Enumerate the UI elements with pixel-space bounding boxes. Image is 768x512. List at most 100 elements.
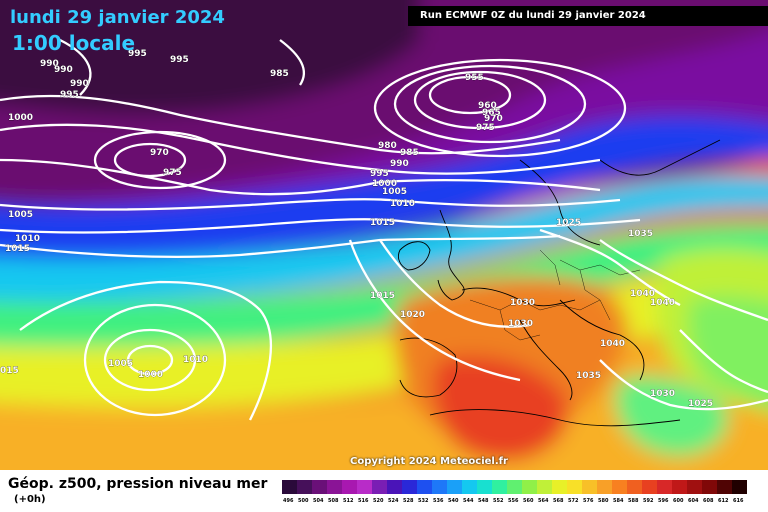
isobars [0, 38, 768, 421]
isobar-label: 1010 [15, 234, 40, 244]
legend-swatch [327, 480, 342, 494]
legend-value: 516 [358, 498, 369, 504]
legend-swatch [372, 480, 387, 494]
map-date: lundi 29 janvier 2024 [10, 7, 225, 28]
legend-swatch [672, 480, 687, 494]
isobar-label: 990 [390, 159, 409, 169]
legend-value: 496 [283, 498, 294, 504]
isobar-label: 1040 [650, 298, 675, 308]
legend-value: 584 [613, 498, 624, 504]
isobar-label: 1005 [8, 210, 33, 220]
isobar-label: 990 [40, 59, 59, 69]
isobar-label: 995 [170, 55, 189, 65]
map-title: Géop. z500, pression niveau mer [8, 476, 268, 492]
legend-swatch [417, 480, 432, 494]
legend-value: 548 [478, 498, 489, 504]
legend-swatch [522, 480, 537, 494]
legend-value: 576 [583, 498, 594, 504]
isobar-label: 1020 [400, 310, 425, 320]
isobar-label: 1035 [628, 229, 653, 239]
legend-value: 588 [628, 498, 639, 504]
legend-swatch [462, 480, 477, 494]
isobar-label: 1005 [108, 359, 133, 369]
legend-value: 528 [403, 498, 414, 504]
legend-swatch [357, 480, 372, 494]
legend-value: 540 [448, 498, 459, 504]
isobar-label: 990 [70, 79, 89, 89]
isobar-label: 1030 [650, 389, 675, 399]
isobar-label: 1000 [138, 370, 163, 380]
isobar-label: 960 [478, 101, 497, 111]
legend-value: 536 [433, 498, 444, 504]
legend-swatch [687, 480, 702, 494]
legend-value: 600 [673, 498, 684, 504]
legend-value: 560 [523, 498, 534, 504]
legend-swatch [552, 480, 567, 494]
legend-value: 580 [598, 498, 609, 504]
legend-swatch [732, 480, 747, 494]
legend-swatch [642, 480, 657, 494]
isobar-label: 1025 [556, 218, 581, 228]
isobar-label: 1040 [600, 339, 625, 349]
legend-swatch [402, 480, 417, 494]
legend-value: 532 [418, 498, 429, 504]
weather-map: 995 995 990 990 990 995 1000 985 955 960 965 970 975… [0, 0, 768, 470]
legend-swatch [582, 480, 597, 494]
isobar-label: 1015 [370, 291, 395, 301]
legend-value: 572 [568, 498, 579, 504]
legend-swatch [627, 480, 642, 494]
run-info: Run ECMWF 0Z du lundi 29 janvier 2024 [408, 6, 768, 26]
legend-svg: 496 500 504 508 512 516 520 524 528 532 536 540 544 5… [282, 480, 747, 504]
isobar-label: 995 [60, 90, 79, 100]
isobar-label: 980 [378, 141, 397, 151]
legend-swatch [507, 480, 522, 494]
legend-value: 568 [553, 498, 564, 504]
forecast-step: (+0h) [14, 494, 46, 505]
legend-value: 608 [703, 498, 714, 504]
color-legend: 496 500 504 508 512 516 520 524 528 532 536 540 544 5… [282, 480, 752, 508]
legend-value: 596 [658, 498, 669, 504]
isobar-label: 975 [476, 123, 495, 133]
isobar-label: 995 [128, 49, 147, 59]
legend-swatch [492, 480, 507, 494]
isobar-label: 1030 [510, 298, 535, 308]
legend-value: 500 [298, 498, 309, 504]
legend-swatch [447, 480, 462, 494]
legend-swatch [297, 480, 312, 494]
legend-value: 564 [538, 498, 549, 504]
legend-swatch [657, 480, 672, 494]
isobar-label: 1030 [508, 319, 533, 329]
legend-swatch [477, 480, 492, 494]
isobar-label: 1000 [8, 113, 33, 123]
borders [469, 249, 641, 341]
isobar-label: 990 [54, 65, 73, 75]
isobar-label: 985 [400, 148, 419, 158]
legend-value: 556 [508, 498, 519, 504]
legend-value: 524 [388, 498, 399, 504]
isobar-label: 015 [0, 366, 19, 376]
map-time: 1:00 locale [12, 31, 136, 55]
isobar-label: 1000 [372, 179, 397, 189]
isobar-label: 1025 [688, 399, 713, 409]
isobar-label: 955 [465, 73, 484, 83]
legend-swatch [567, 480, 582, 494]
legend-swatch [612, 480, 627, 494]
legend-swatch [387, 480, 402, 494]
isobar-label: 1005 [382, 187, 407, 197]
legend-value: 508 [328, 498, 339, 504]
isobar-label: 1010 [183, 355, 208, 365]
legend-swatch [342, 480, 357, 494]
legend-swatch [312, 480, 327, 494]
isobar-label: 970 [484, 114, 503, 124]
isobar-label: 975 [163, 168, 182, 178]
legend-value: 504 [313, 498, 324, 504]
isobar-label: 1015 [5, 244, 30, 254]
isobar-label: 985 [270, 69, 289, 79]
legend-swatch [702, 480, 717, 494]
isobar-label: 965 [482, 108, 501, 118]
legend-value: 520 [373, 498, 384, 504]
isobar-label: 1035 [576, 371, 601, 381]
legend-value: 544 [463, 498, 474, 504]
